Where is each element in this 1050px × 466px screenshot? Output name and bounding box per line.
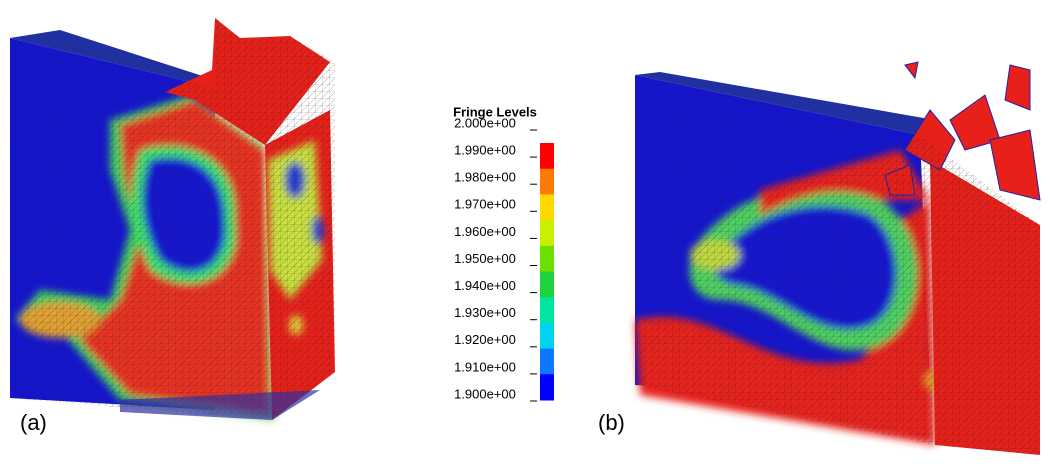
level-label: 1.940e+00 bbox=[454, 278, 516, 293]
color-segment bbox=[540, 297, 554, 324]
color-segment bbox=[540, 143, 554, 170]
legend-title: Fringe Levels bbox=[453, 104, 537, 119]
level-label: 1.970e+00 bbox=[454, 197, 516, 212]
color-segment bbox=[540, 322, 554, 350]
level-label: 1.950e+00 bbox=[454, 251, 516, 266]
panel-a-image bbox=[10, 18, 335, 420]
level-label: 1.930e+00 bbox=[454, 305, 516, 320]
colorbar-legend: Fringe Levels 2.000e+00 1.990e+00 1.980e+0… bbox=[453, 104, 554, 402]
level-label: 1.980e+00 bbox=[454, 170, 516, 185]
level-label: 1.910e+00 bbox=[454, 359, 516, 374]
color-segment bbox=[540, 374, 554, 401]
color-segment bbox=[540, 348, 554, 375]
panel-label: (a) bbox=[20, 410, 47, 435]
level-label: 2.000e+00 bbox=[454, 115, 516, 130]
color-segment bbox=[540, 168, 554, 195]
panel-b-image bbox=[635, 61, 1041, 455]
level-label: 1.900e+00 bbox=[454, 386, 516, 401]
color-segment bbox=[540, 220, 554, 247]
level-label: 1.990e+00 bbox=[454, 143, 516, 158]
panel-label: (b) bbox=[598, 410, 625, 435]
level-label: 1.920e+00 bbox=[454, 332, 516, 347]
level-label: 1.960e+00 bbox=[454, 224, 516, 239]
color-segment bbox=[540, 194, 554, 221]
color-segment bbox=[540, 271, 554, 298]
color-segment bbox=[540, 245, 554, 272]
